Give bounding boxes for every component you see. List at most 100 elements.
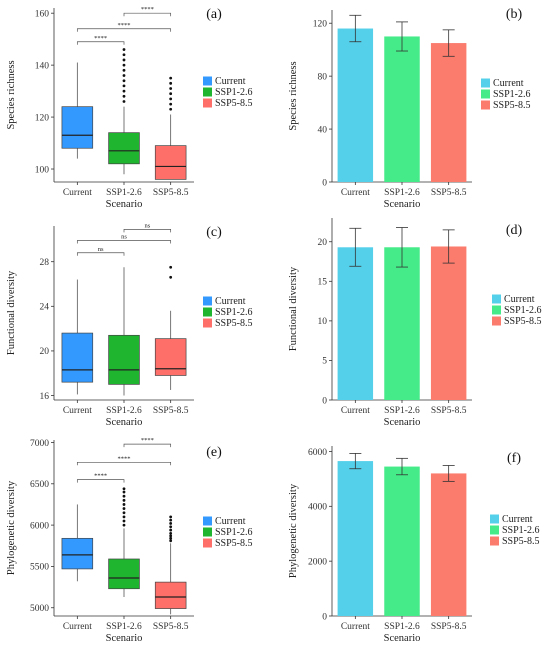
x-tick-label: Current [341, 406, 370, 416]
outlier-point [122, 494, 126, 498]
outlier-point [122, 100, 126, 103]
y-tick-label: 140 [35, 61, 50, 71]
x-tick-label: Current [63, 406, 92, 416]
outlier-point [122, 48, 126, 51]
outlier-point [122, 89, 126, 93]
y-tick-label: 120 [35, 113, 50, 123]
bar-current [337, 28, 374, 183]
outlier-point [122, 498, 126, 502]
outlier-point [122, 503, 126, 506]
x-axis-title: Scenario [384, 199, 421, 210]
y-axis-title: Species richness [6, 60, 17, 129]
y-tick-label: 5 [322, 357, 327, 367]
legend-label: Current [504, 294, 535, 305]
legend-swatch [203, 87, 212, 97]
legend-swatch [490, 536, 499, 546]
x-axis-title: Scenario [384, 417, 421, 428]
outlier-point [169, 81, 173, 85]
y-tick-label: 6000 [30, 521, 49, 531]
y-tick-label: 15 [318, 278, 328, 288]
bar-ssp1-2.6 [384, 36, 420, 182]
outlier-point [169, 525, 173, 529]
y-tick-label: 120 [313, 20, 328, 30]
legend-swatch [203, 527, 212, 537]
y-tick-label: 6000 [308, 448, 327, 458]
x-tick-label: SSP1-2.6 [384, 622, 420, 632]
outlier-point [122, 84, 126, 88]
panel-tag: (a) [206, 7, 222, 22]
x-tick-label: SSP1-2.6 [384, 188, 420, 198]
outlier-point [122, 63, 126, 67]
panel-tag: (d) [506, 223, 523, 238]
x-tick-label: SSP1-2.6 [106, 622, 142, 632]
box-current [61, 332, 94, 383]
y-tick-label: 16 [40, 392, 50, 402]
significance-label: ns [98, 246, 104, 253]
legend-label: SSP5-8.5 [493, 100, 531, 111]
outlier-point [169, 107, 173, 111]
bar-current [337, 461, 374, 616]
legend-label: SSP5-8.5 [504, 316, 542, 327]
legend-swatch [203, 516, 212, 526]
bar-ssp5-8.5 [430, 43, 467, 183]
legend-swatch [490, 525, 499, 535]
legend-label: Current [215, 76, 246, 87]
x-tick-label: SSP1-2.6 [106, 406, 142, 416]
panel-tag: (f) [507, 451, 521, 466]
significance-label: **** [118, 22, 131, 29]
legend-label: SSP5-8.5 [215, 538, 253, 549]
outlier-point [122, 490, 126, 494]
legend-swatch [492, 294, 501, 304]
outlier-point [169, 102, 173, 106]
legend-label: SSP5-8.5 [215, 318, 253, 329]
significance-bracket [123, 228, 172, 233]
legend-swatch [203, 538, 212, 548]
x-tick-label: Current [63, 622, 92, 632]
significance-label: **** [141, 6, 154, 13]
legend-label: SSP1-2.6 [504, 305, 542, 316]
box-ssp1-2.6 [108, 132, 140, 165]
significance-bracket [123, 12, 172, 17]
panel-tag: (c) [206, 225, 222, 240]
x-tick-label: SSP1-2.6 [384, 406, 420, 416]
outlier-point [122, 487, 126, 491]
y-tick-label: 6500 [30, 480, 49, 490]
outlier-point [169, 92, 173, 96]
y-tick-label: 5500 [30, 563, 49, 573]
outlier-point [169, 87, 173, 90]
y-tick-label: 4000 [308, 503, 327, 513]
y-tick-label: 0 [322, 612, 327, 622]
y-tick-label: 20 [40, 347, 50, 357]
x-tick-label: SSP5-8.5 [153, 406, 189, 416]
y-tick-label: 0 [322, 396, 327, 406]
box-ssp1-2.6 [108, 558, 140, 590]
outlier-point [169, 528, 173, 532]
legend-label: Current [502, 514, 533, 525]
bar-ssp5-8.5 [430, 473, 467, 616]
outlier-point [169, 97, 173, 101]
legend-swatch [490, 514, 499, 524]
panel-tag: (e) [206, 445, 222, 460]
x-axis-title: Scenario [106, 199, 143, 210]
legend-label: Current [215, 516, 246, 527]
y-tick-label: 160 [35, 9, 50, 19]
y-axis-title: Phylogenetic diversity [288, 483, 299, 578]
y-tick-label: 7000 [30, 439, 49, 449]
y-tick-label: 40 [318, 125, 328, 135]
outlier-point [169, 536, 173, 540]
y-tick-label: 10 [318, 317, 328, 327]
y-tick-label: 2000 [308, 557, 327, 567]
legend-label: SSP1-2.6 [502, 525, 540, 536]
significance-bracket [123, 443, 172, 448]
bar-ssp1-2.6 [384, 247, 420, 400]
outlier-point [122, 79, 126, 83]
box-ssp5-8.5 [154, 145, 187, 180]
legend-label: SSP1-2.6 [215, 87, 253, 98]
outlier-point [169, 518, 173, 522]
outlier-point [169, 522, 173, 525]
